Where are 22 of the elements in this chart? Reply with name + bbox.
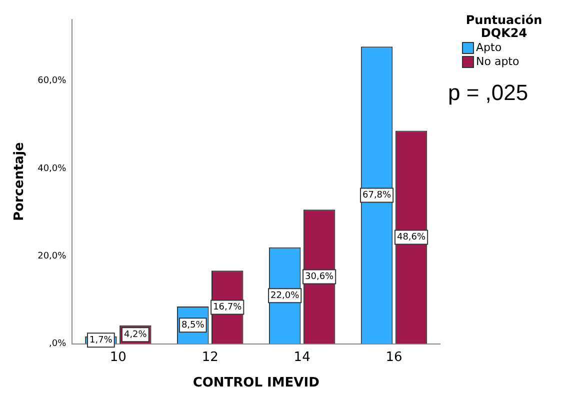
x-tick-label: 12: [202, 350, 218, 365]
data-label: 22,0%: [270, 290, 300, 301]
y-tick-label: 40,0%: [38, 164, 67, 174]
data-label: 48,6%: [396, 232, 426, 243]
y-axis-title: Porcentaje: [12, 142, 28, 222]
data-label: 67,8%: [362, 190, 392, 201]
data-label: 1,7%: [89, 335, 113, 346]
legend-title: Puntuación DQK24: [464, 13, 544, 40]
data-label: 16,7%: [213, 302, 242, 313]
legend-label: Apto: [476, 41, 502, 54]
x-axis-title: CONTROL IMEVID: [192, 376, 320, 391]
y-tick-label: ,0%: [49, 339, 67, 350]
x-tick-label: 10: [110, 350, 126, 365]
legend-label: No apto: [476, 55, 520, 68]
x-tick-label: 16: [386, 350, 402, 365]
y-tick-label: 60,0%: [38, 76, 67, 86]
data-label: 8,5%: [181, 320, 205, 331]
data-label: 30,6%: [305, 272, 334, 282]
text: p = ,025: [448, 80, 530, 106]
data-label: 4,2%: [124, 330, 148, 340]
x-tick-label: 14: [294, 350, 310, 365]
y-tick-label: 20,0%: [38, 251, 67, 262]
